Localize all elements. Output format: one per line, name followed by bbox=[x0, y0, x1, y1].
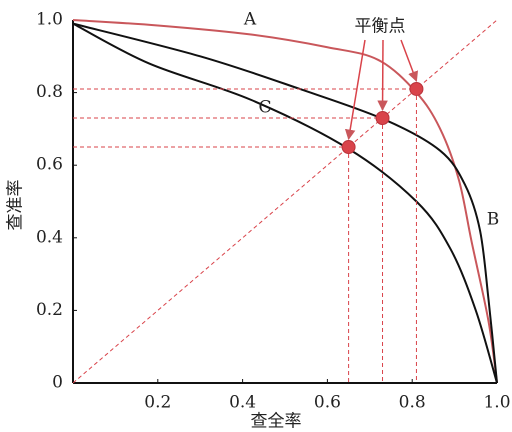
break-even-point bbox=[341, 140, 356, 155]
curve-label: A bbox=[243, 10, 257, 30]
x-tick-label: 0.8 bbox=[399, 393, 426, 413]
x-tick-label: 0.4 bbox=[229, 393, 256, 413]
x-axis-label: 查全率 bbox=[251, 412, 302, 432]
y-tick-label: 0 bbox=[52, 373, 63, 393]
y-tick-label: 0.8 bbox=[36, 82, 63, 102]
x-tick-label: 0.6 bbox=[314, 393, 341, 413]
y-axis-label: 查准率 bbox=[6, 180, 26, 231]
x-tick-label: 1.0 bbox=[483, 393, 510, 413]
y-tick-label: 1.0 bbox=[36, 10, 63, 30]
break-even-label: 平衡点 bbox=[355, 17, 406, 37]
curve-label: B bbox=[487, 210, 500, 230]
y-tick-label: 0.2 bbox=[36, 300, 63, 320]
break-even-point bbox=[375, 111, 390, 126]
arrow bbox=[400, 39, 419, 82]
curve-label: C bbox=[258, 98, 271, 118]
curve bbox=[72, 22, 498, 384]
y-tick-label: 0.4 bbox=[36, 227, 63, 247]
y-tick-label: 0.6 bbox=[36, 155, 63, 175]
break-even-point bbox=[409, 81, 424, 96]
curve bbox=[72, 22, 498, 384]
x-tick-label: 0.2 bbox=[144, 393, 171, 413]
arrow bbox=[344, 39, 366, 141]
diagonal bbox=[72, 19, 498, 384]
